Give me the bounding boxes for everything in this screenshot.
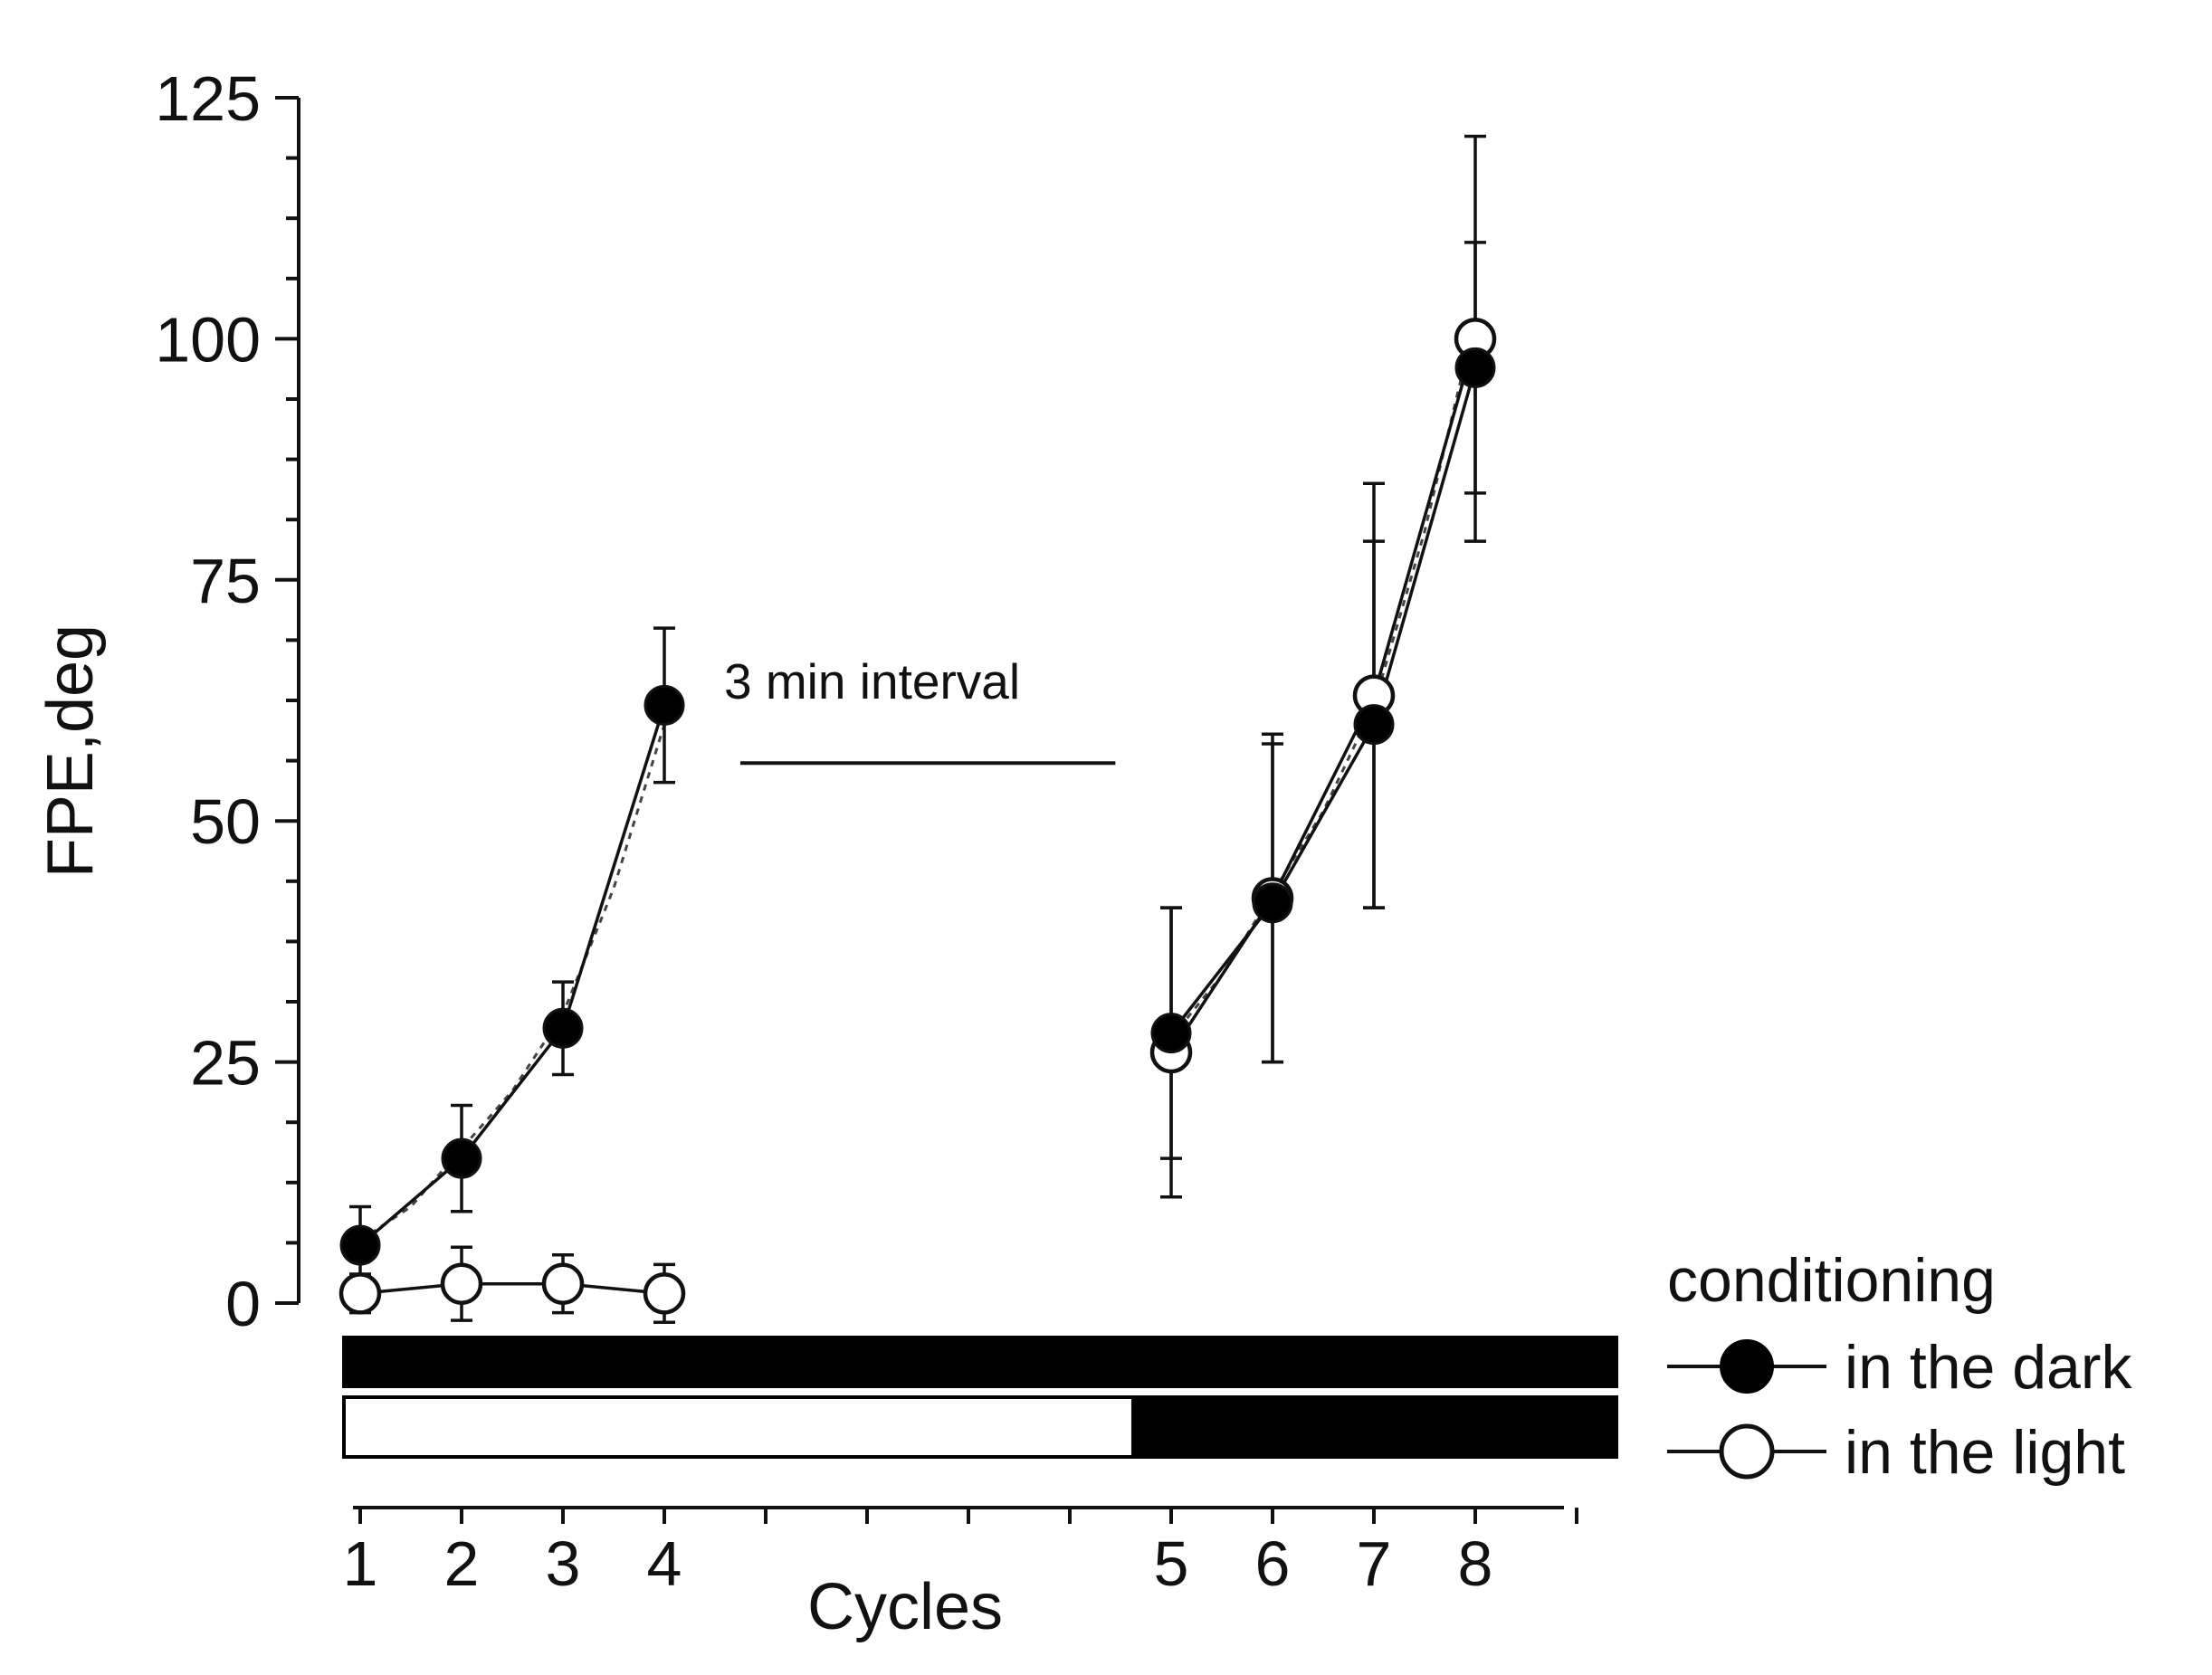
data-point-dark bbox=[542, 1007, 584, 1049]
data-point-light bbox=[440, 1262, 483, 1305]
x-tick-label: 1 bbox=[343, 1528, 378, 1599]
data-point-light bbox=[338, 1272, 382, 1315]
interval-annotation-label: 3 min interval bbox=[724, 653, 1020, 709]
plot-area bbox=[338, 134, 1497, 1325]
condition-bar-segment bbox=[1131, 1395, 1618, 1459]
y-tick-label: 125 bbox=[155, 63, 261, 134]
series-line-light bbox=[1169, 338, 1477, 1053]
data-point-light bbox=[541, 1262, 585, 1305]
x-tick-label: 7 bbox=[1357, 1528, 1392, 1599]
fit-curve bbox=[1169, 319, 1477, 1039]
data-point-dark bbox=[1150, 1013, 1192, 1054]
y-tick-label: 100 bbox=[155, 304, 261, 375]
legend-marker-open bbox=[1719, 1423, 1775, 1480]
condition-bar-segment bbox=[342, 1336, 1618, 1388]
x-tick-label: 3 bbox=[546, 1528, 581, 1599]
data-point-dark bbox=[339, 1224, 381, 1266]
y-tick-label: 25 bbox=[190, 1028, 261, 1099]
legend-item-light: in the light bbox=[1667, 1418, 2125, 1487]
y-axis: 0 25 50 75 100 125 bbox=[155, 63, 300, 1339]
fit-curve bbox=[359, 724, 666, 1242]
series-line-dark bbox=[1169, 366, 1477, 1034]
x-tick-label: 8 bbox=[1458, 1528, 1493, 1599]
legend: conditioning in the dark in the light bbox=[1667, 1246, 2133, 1487]
data-point-dark bbox=[441, 1137, 482, 1179]
series-line-dark bbox=[358, 704, 666, 1247]
interval-annotation: 3 min interval bbox=[724, 653, 1116, 766]
legend-item-dark: in the dark bbox=[1667, 1333, 2133, 1402]
series-line-light bbox=[359, 1281, 665, 1296]
y-tick-label: 75 bbox=[190, 546, 261, 616]
y-tick-label: 0 bbox=[225, 1269, 261, 1339]
x-tick-label: 4 bbox=[647, 1528, 682, 1599]
legend-title: conditioning bbox=[1667, 1246, 1996, 1315]
x-tick-label: 6 bbox=[1255, 1528, 1291, 1599]
legend-label-dark: in the dark bbox=[1845, 1333, 2133, 1402]
y-tick-label: 50 bbox=[190, 786, 261, 857]
condition-bars bbox=[342, 1336, 1618, 1459]
y-axis-title: FPE,deg bbox=[34, 624, 107, 878]
x-axis-title: Cycles bbox=[807, 1571, 1003, 1643]
data-point-light bbox=[643, 1272, 686, 1315]
condition-bar-segment bbox=[342, 1395, 1136, 1459]
legend-marker-filled bbox=[1720, 1339, 1774, 1394]
x-tick-label: 2 bbox=[444, 1528, 480, 1599]
legend-label-light: in the light bbox=[1845, 1418, 2125, 1487]
x-tick-label: 5 bbox=[1154, 1528, 1189, 1599]
data-point-dark bbox=[1454, 347, 1496, 388]
data-point-dark bbox=[1353, 704, 1395, 746]
data-point-dark bbox=[644, 684, 685, 726]
data-point-dark bbox=[1252, 882, 1293, 924]
